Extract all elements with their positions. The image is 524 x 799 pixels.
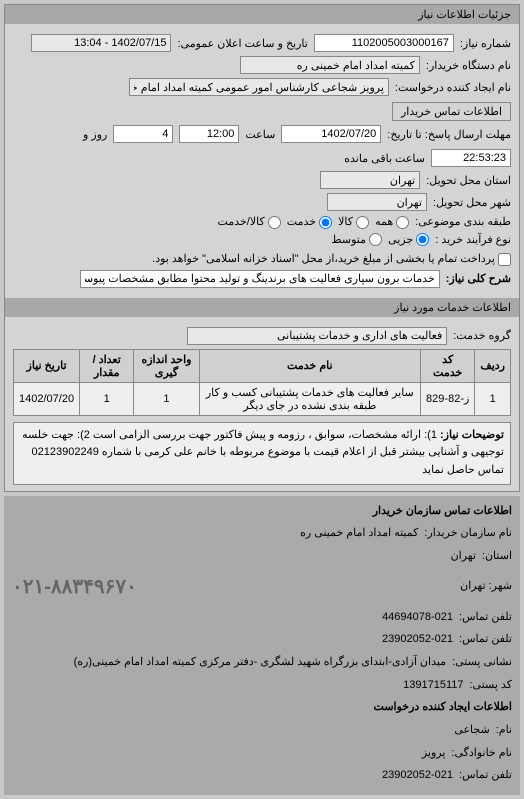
details-panel: جزئیات اطلاعات نیاز شماره نیاز: تاریخ و … [4,4,520,492]
contact-fax: 23902052-021 [382,630,453,649]
creator-family: پرویز [422,744,446,763]
table-row[interactable]: 1 ز-82-829 سایر فعالیت های خدمات پشتیبان… [14,382,511,415]
contact-province: تهران [451,547,476,566]
postal-code: 1391715117 [403,676,463,695]
process-note-check[interactable]: پرداخت تمام یا بخشی از مبلغ خرید،از محل … [152,252,511,266]
creator-title: اطلاعات ایجاد کننده درخواست [12,698,512,717]
opt-partial[interactable]: جزیی [388,233,429,247]
postal-addr: میدان آزادی-ابتدای بزرگراه شهید لشگری -د… [74,653,446,672]
delivery-city-field [327,193,427,211]
contact-title: اطلاعات تماس سازمان خریدار [12,502,512,521]
announce-dt-label: تاریخ و ساعت اعلان عمومی: [177,37,307,50]
buyer-org-label: نام دستگاه خریدار: [426,59,511,72]
opt-all[interactable]: همه [375,215,409,229]
col-name: نام خدمت [199,349,420,382]
cell-qty: 1 [80,382,134,415]
contact-panel: اطلاعات تماس سازمان خریدار نام سازمان خر… [4,496,520,796]
postal-code-label: کد پستی: [470,676,513,695]
creator-name: شجاعی [454,721,489,740]
need-desc-label: شرح کلی نیاز: [446,272,511,285]
services-section-title: اطلاعات خدمات مورد نیاز [5,298,519,317]
col-qty: تعداد / مقدار [80,349,134,382]
opt-goods-service[interactable]: کالا/خدمت [218,215,281,229]
need-notes-label: توضیحات نیاز: [440,429,504,441]
deadline-date-field[interactable] [281,125,381,143]
panel-title: جزئیات اطلاعات نیاز [5,5,519,24]
delivery-province-label: استان محل تحویل: [426,174,511,187]
cell-name: سایر فعالیت های خدمات پشتیبانی کسب و کار… [199,382,420,415]
contact-city: تهران [460,580,485,592]
postal-addr-label: نشانی پستی: [452,653,512,672]
cell-code: ز-82-829 [421,382,475,415]
requester-label: نام ایجاد کننده درخواست: [395,81,511,94]
contact-fax-label: تلفن تماس: [459,630,512,649]
col-unit: واحد اندازه گیری [134,349,199,382]
delivery-province-field [320,171,420,189]
requester-field [129,78,389,96]
cell-row: 1 [475,382,511,415]
col-row: ردیف [475,349,511,382]
creator-phone-label: تلفن تماس: [459,766,512,785]
remaining-suffix-label: ساعت باقی مانده [344,152,425,165]
remaining-time-field [431,149,511,167]
days-remaining-field [113,125,173,143]
contact-org-label: نام سازمان خریدار: [424,524,512,543]
need-no-label: شماره نیاز: [460,37,511,50]
col-code: کد خدمت [421,349,475,382]
service-group-field [187,327,447,345]
announce-dt-field [31,34,171,52]
buyer-contact-button[interactable]: اطلاعات تماس خریدار [392,102,511,121]
buyer-org-field [240,56,420,74]
contact-phone: 44694078-021 [382,608,453,627]
need-notes-text: 1): ارائه مشخصات، سوابق ، رزومه و پیش فا… [22,429,504,476]
deadline-time-field[interactable] [179,125,239,143]
cell-date: 1402/07/20 [14,382,80,415]
opt-service[interactable]: خدمت [287,215,332,229]
category-label: طبقه بندی موضوعی: [415,215,511,228]
contact-org: کمیته امداد امام خمینی ره [300,524,418,543]
creator-name-label: نام: [496,721,512,740]
deadline-label: مهلت ارسال پاسخ: تا تاریخ: [387,128,511,141]
services-table: ردیف کد خدمت نام خدمت واحد اندازه گیری ت… [13,349,511,416]
need-info-body: شماره نیاز: تاریخ و ساعت اعلان عمومی: نا… [5,24,519,298]
delivery-city-label: شهر محل تحویل: [433,196,511,209]
need-desc-field[interactable] [80,270,440,288]
opt-goods[interactable]: کالا [338,215,369,229]
day-and-label: روز و [83,128,107,141]
services-body: گروه خدمت: ردیف کد خدمت نام خدمت واحد ان… [5,317,519,491]
cell-unit: 1 [134,382,199,415]
creator-family-label: نام خانوادگی: [451,744,512,763]
col-date: تاریخ نیاز [14,349,80,382]
need-no-field[interactable] [314,34,454,52]
contact-province-label: استان: [482,547,512,566]
contact-phone-label: تلفن تماس: [459,608,512,627]
creator-phone: 23902052-021 [382,766,453,785]
faded-phone: ۰۲۱-۸۸۳۴۹۶۷۰ [12,570,137,604]
contact-city-label: شهر: [489,580,512,592]
opt-medium[interactable]: متوسط [331,233,382,247]
need-notes-box: توضیحات نیاز: 1): ارائه مشخصات، سوابق ، … [13,422,511,485]
process-label: نوع فرآیند خرید : [435,233,511,246]
service-group-label: گروه خدمت: [453,329,511,342]
time-label-1: ساعت [245,128,275,141]
